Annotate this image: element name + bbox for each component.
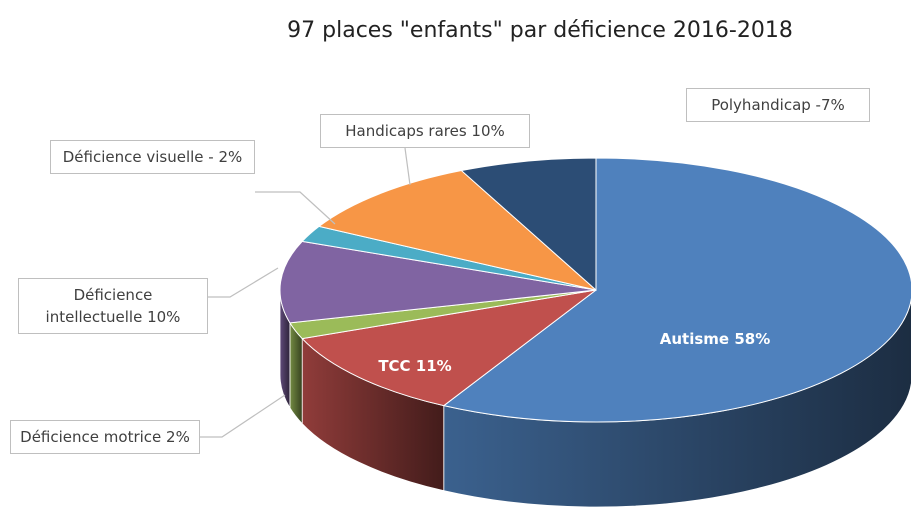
pie-sides: [279, 289, 911, 508]
slice: [279, 240, 597, 324]
leader-lines: [200, 147, 411, 438]
data-label: Déficience visuelle - 2%: [50, 140, 255, 174]
slice: [442, 157, 911, 423]
data-label: Handicaps rares 10%: [320, 114, 530, 148]
slice: [301, 289, 597, 407]
leader-line: [255, 191, 336, 225]
slice-side: [289, 321, 303, 425]
leader-line: [404, 147, 411, 186]
data-label: Déficience motrice 2%: [10, 420, 200, 454]
slice: [460, 157, 597, 292]
slice: [317, 170, 597, 291]
chart-title: 97 places "enfants" par déficience 2016-…: [287, 18, 793, 43]
data-label: Déficience intellectuelle 10%: [18, 278, 208, 334]
data-label: Autisme 58%: [659, 330, 771, 348]
leader-line: [200, 394, 286, 438]
data-label: TCC 11%: [378, 357, 452, 375]
leader-line: [208, 267, 279, 298]
pie-tops: [279, 157, 911, 423]
data-label: Polyhandicap -7%: [686, 88, 870, 122]
